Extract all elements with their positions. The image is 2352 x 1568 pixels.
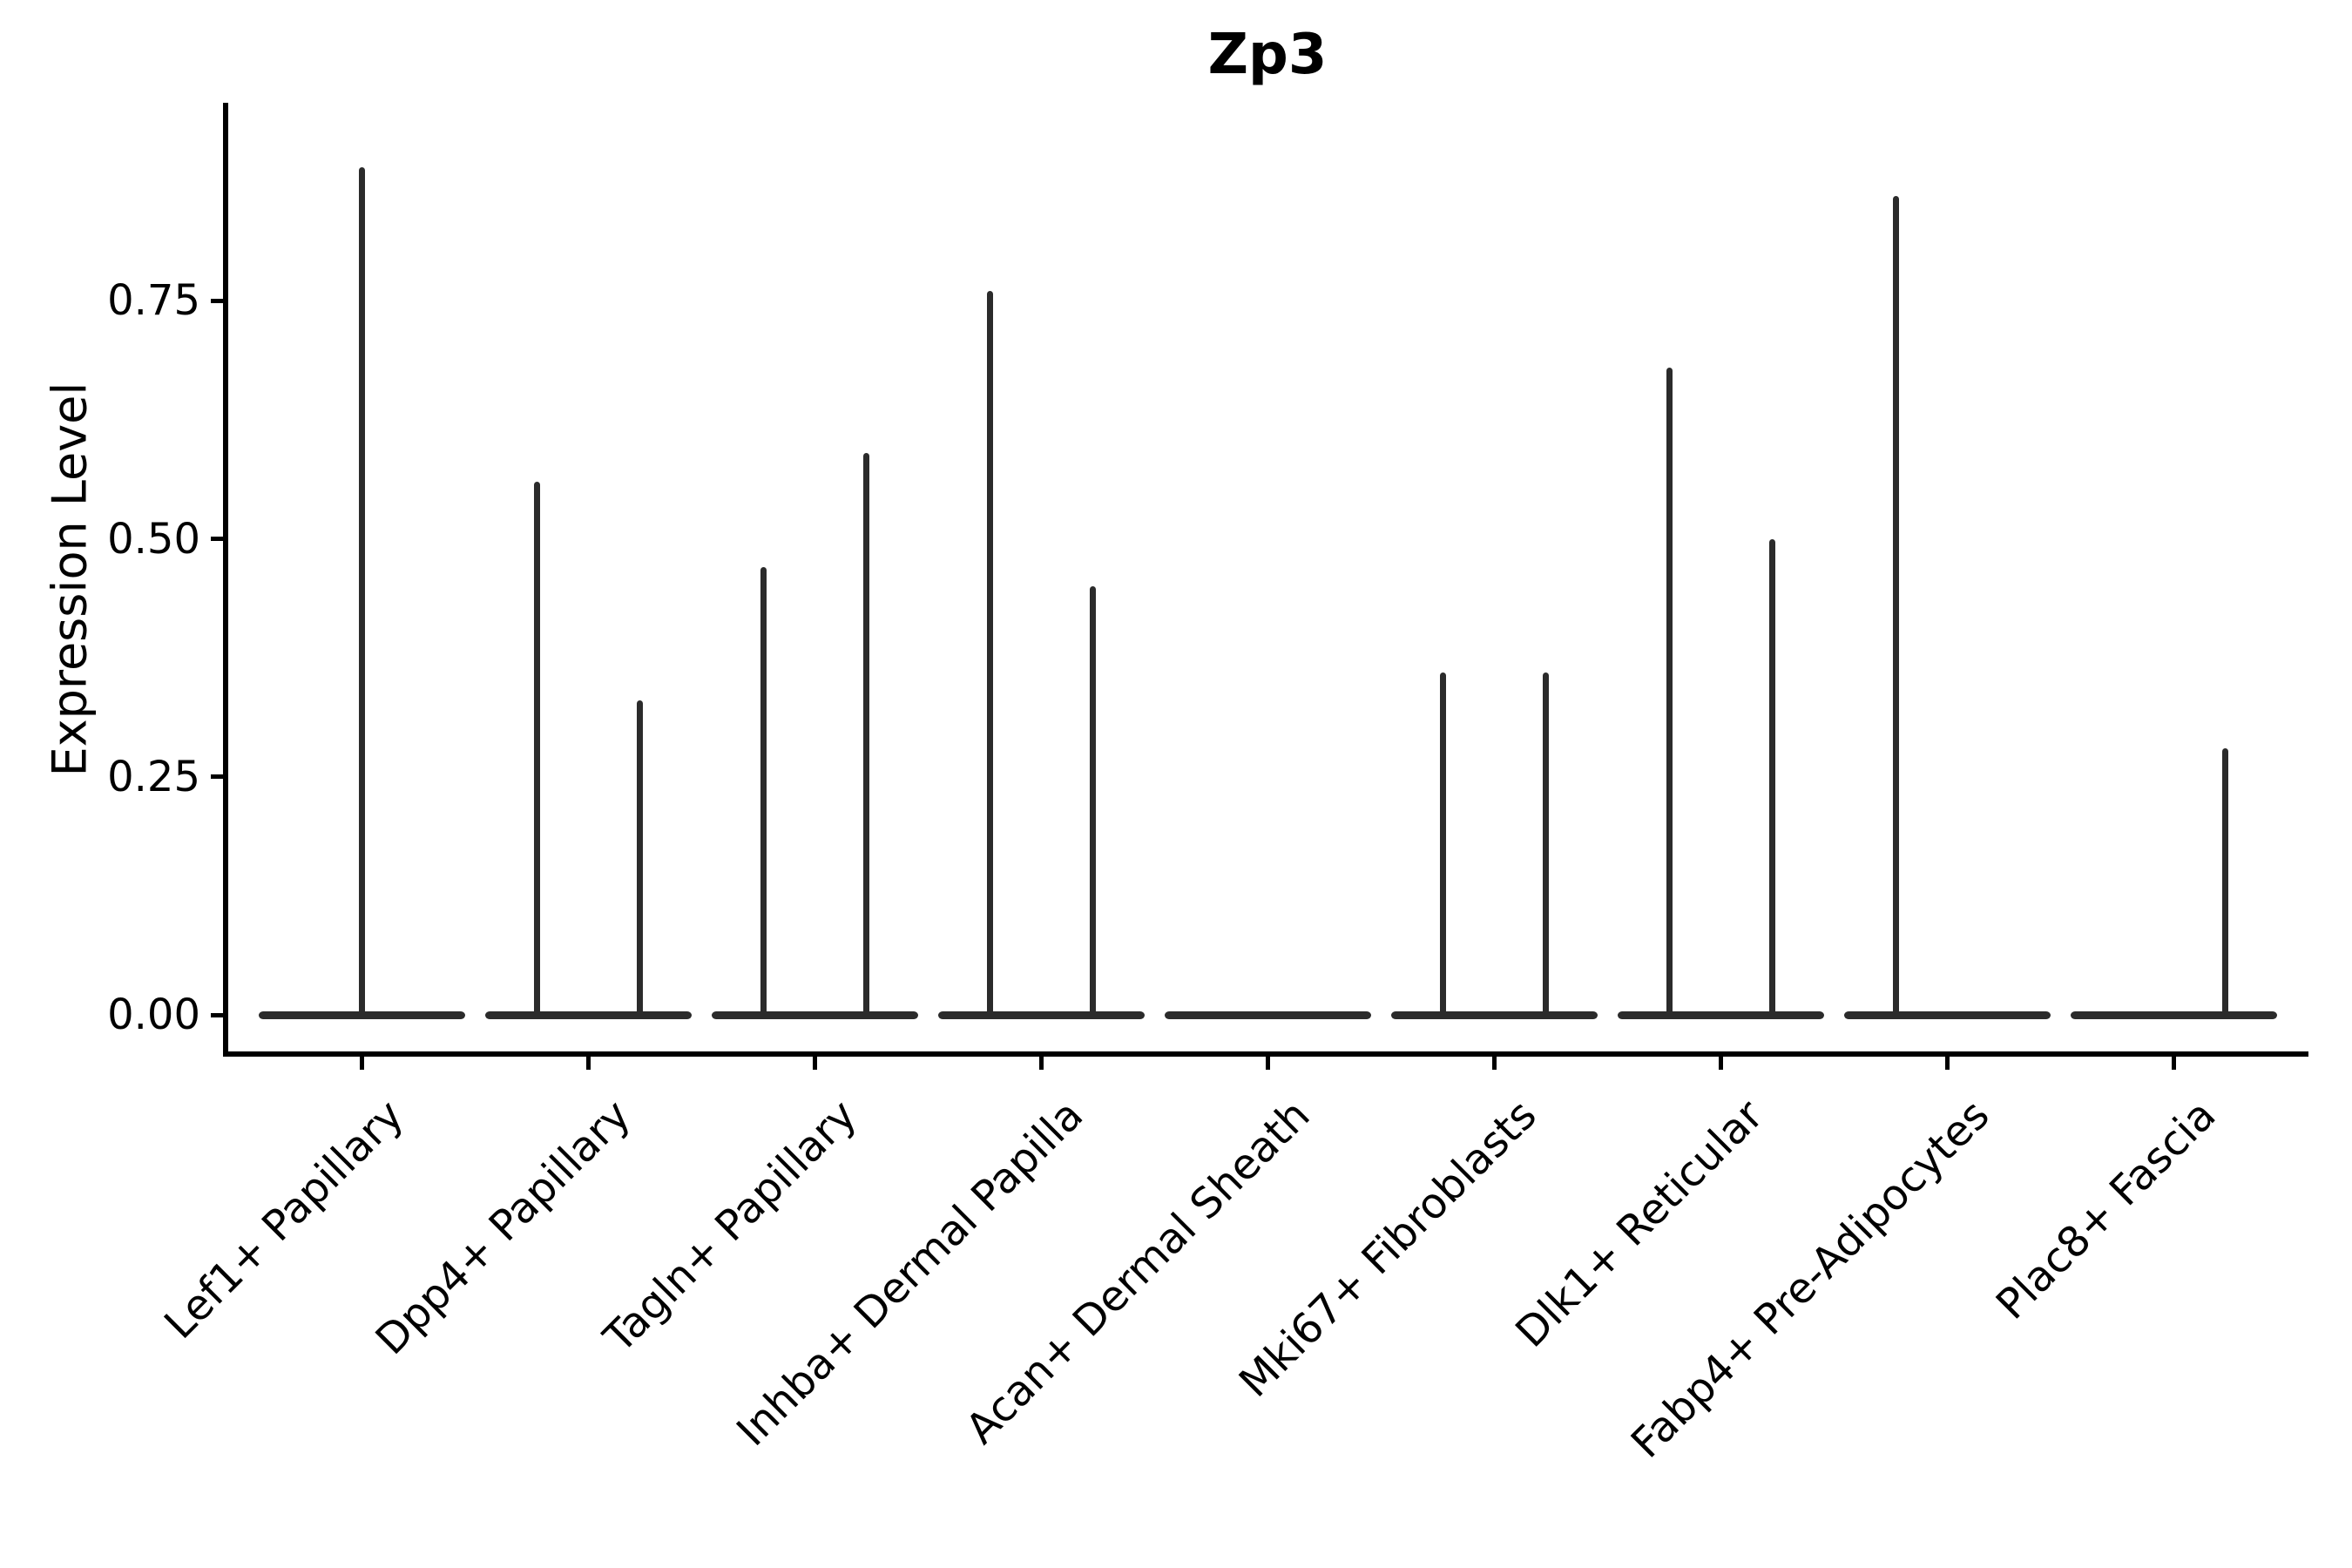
x-tick xyxy=(359,1054,364,1070)
violin-spike xyxy=(1089,586,1096,1018)
y-tick-label: 0.75 xyxy=(107,276,200,326)
x-tick xyxy=(585,1054,591,1070)
x-tick-label: Plac8+ Fascia xyxy=(1987,1091,2226,1329)
violin-baseline xyxy=(2070,1010,2277,1019)
violin-baseline xyxy=(1843,1010,2051,1019)
violin-spike xyxy=(1542,672,1549,1018)
x-tick xyxy=(1944,1054,1950,1070)
plot-title: Zp3 xyxy=(1207,23,1328,87)
violin-baseline xyxy=(937,1010,1145,1019)
x-tick-label: Dlk1+ Reticular xyxy=(1505,1091,1773,1357)
violin-spike xyxy=(1666,367,1673,1018)
violin-spike xyxy=(636,700,643,1018)
y-tick xyxy=(211,1012,226,1017)
x-tick xyxy=(1718,1054,1723,1070)
violin-baseline xyxy=(711,1010,918,1019)
x-tick xyxy=(812,1054,817,1070)
y-axis-label: Expression Level xyxy=(42,382,98,777)
violin-spike xyxy=(1439,672,1446,1018)
x-tick-label: Lef1+ Papillary xyxy=(155,1091,414,1348)
y-tick xyxy=(211,537,226,541)
x-tick xyxy=(1491,1054,1497,1070)
y-tick-label: 0.50 xyxy=(107,514,200,564)
y-tick xyxy=(211,298,226,303)
violin-baseline xyxy=(484,1010,692,1019)
y-axis-line xyxy=(223,103,228,1057)
violin-spike xyxy=(2221,747,2228,1018)
y-tick-label: 0.00 xyxy=(107,990,200,1039)
x-tick xyxy=(1265,1054,1270,1070)
x-tick-label: Fabp4+ Pre-Adipocytes xyxy=(1621,1091,1999,1468)
violin-spike xyxy=(358,167,365,1018)
x-tick xyxy=(1038,1054,1044,1070)
y-tick-label: 0.25 xyxy=(107,752,200,801)
violin-spike xyxy=(862,453,869,1018)
violin-spike xyxy=(986,291,993,1018)
violin-baseline xyxy=(1164,1010,1371,1019)
violin-baseline xyxy=(1617,1010,1824,1019)
violin-baseline xyxy=(1390,1010,1598,1019)
violin-spike xyxy=(760,567,767,1018)
x-tick xyxy=(2171,1054,2176,1070)
violin-spike xyxy=(533,481,540,1018)
y-tick xyxy=(211,774,226,780)
violin-spike xyxy=(1768,538,1775,1018)
violin-spike xyxy=(1892,196,1899,1018)
